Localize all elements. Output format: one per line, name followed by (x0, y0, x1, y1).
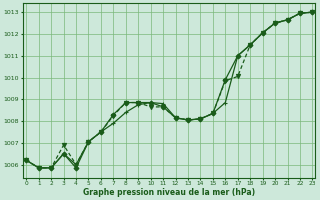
X-axis label: Graphe pression niveau de la mer (hPa): Graphe pression niveau de la mer (hPa) (83, 188, 255, 197)
